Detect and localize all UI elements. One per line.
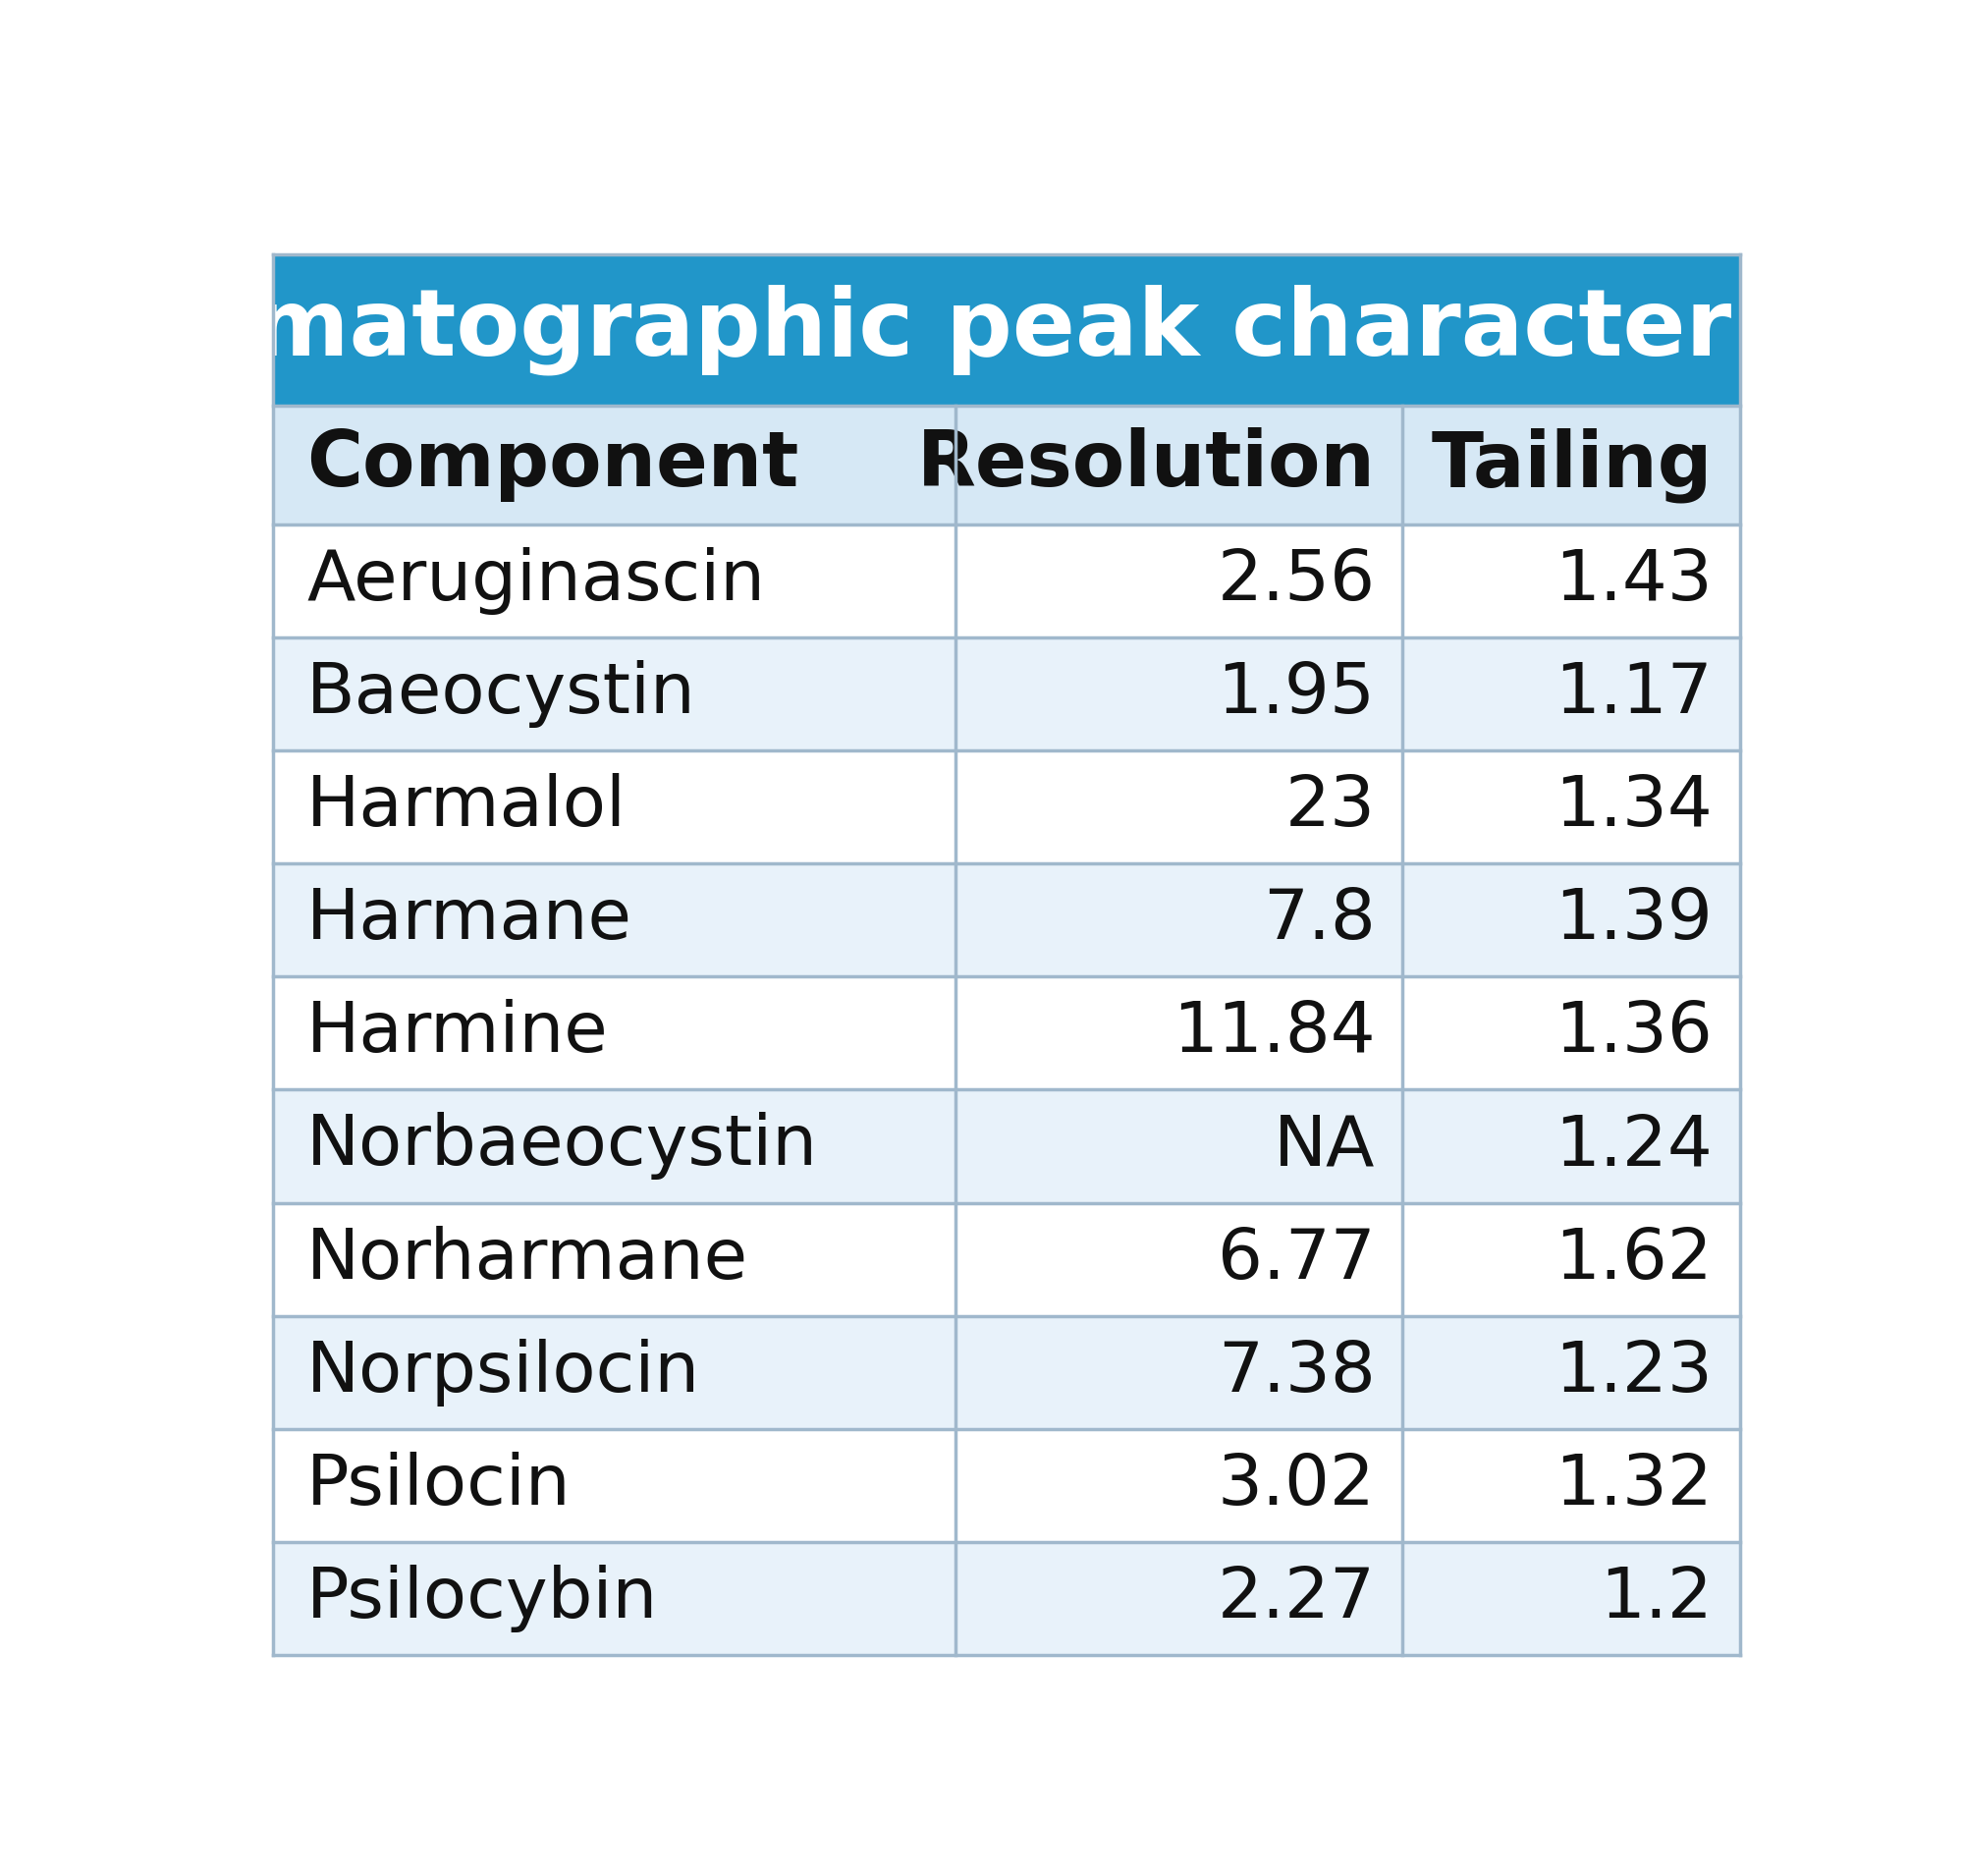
Bar [273,863,1740,977]
Text: Tailing: Tailing [1432,428,1713,503]
Text: 1.95: 1.95 [1218,660,1375,728]
Text: 1.17: 1.17 [1555,660,1713,728]
Text: Norharmane: Norharmane [306,1225,748,1293]
Text: 1.23: 1.23 [1555,1339,1713,1407]
Text: Component: Component [306,428,799,503]
Bar [273,1315,1740,1430]
Text: 1.34: 1.34 [1555,773,1713,840]
Text: 1.36: 1.36 [1555,1000,1713,1067]
Bar [273,1090,1740,1203]
Bar [273,1203,1740,1315]
Bar [273,253,1740,405]
Text: 1.24: 1.24 [1555,1112,1713,1180]
Text: NA: NA [1275,1112,1375,1180]
Bar [273,750,1740,863]
Text: Psilocin: Psilocin [306,1452,572,1520]
Text: 6.77: 6.77 [1218,1225,1375,1293]
Text: Harmane: Harmane [306,885,632,953]
Text: Chromatographic peak characteristics: Chromatographic peak characteristics [8,285,1964,375]
Text: Psilocybin: Psilocybin [306,1565,658,1632]
Text: Aeruginascin: Aeruginascin [306,546,766,615]
Text: 1.32: 1.32 [1555,1452,1713,1520]
Bar [273,1430,1740,1542]
Text: 1.43: 1.43 [1555,546,1713,615]
Bar [273,638,1740,750]
Text: 7.8: 7.8 [1263,885,1375,953]
Text: 2.27: 2.27 [1218,1565,1375,1632]
Text: 1.62: 1.62 [1555,1225,1713,1293]
Text: 1.2: 1.2 [1601,1565,1713,1632]
Text: Baeocystin: Baeocystin [306,660,695,728]
Text: 7.38: 7.38 [1218,1339,1375,1407]
Text: 3.02: 3.02 [1218,1452,1375,1520]
Text: Harmalol: Harmalol [306,773,627,840]
Text: 1.39: 1.39 [1555,885,1713,953]
Bar [273,405,1740,523]
Text: Norbaeocystin: Norbaeocystin [306,1112,817,1180]
Text: Resolution: Resolution [917,428,1375,503]
Bar [273,1542,1740,1655]
Text: 23: 23 [1284,773,1375,840]
Text: 11.84: 11.84 [1173,1000,1375,1067]
Text: Harmine: Harmine [306,1000,609,1067]
Bar [273,523,1740,638]
Text: Norpsilocin: Norpsilocin [306,1339,701,1407]
Bar [273,977,1740,1090]
Text: 2.56: 2.56 [1218,546,1375,615]
